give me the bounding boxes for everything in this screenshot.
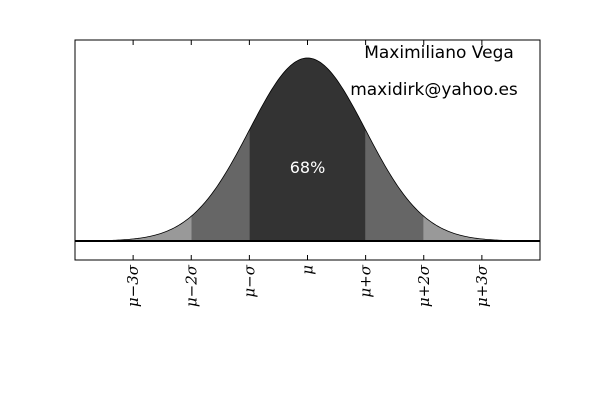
author-email-annotation: maxidirk@yahoo.es [350, 80, 518, 100]
x-tick-label-1: μ−2σ [182, 264, 200, 307]
x-tick-label-3: μ [299, 265, 317, 275]
author-name-annotation: Maximiliano Vega [364, 43, 514, 63]
x-ticks [132, 40, 483, 260]
center-percentage-label: 68% [290, 158, 326, 177]
sigma-band-3 [249, 58, 366, 241]
x-tick-labels: μ−3σ μ−2σ μ−σ μ μ+σ μ+2σ μ+3σ [124, 264, 491, 307]
x-tick-label-2: μ−σ [240, 264, 258, 297]
x-tick-label-4: μ+σ [357, 264, 375, 297]
sigma-band-5 [423, 216, 482, 241]
x-tick-label-6: μ+3σ [473, 264, 491, 307]
x-tick-label-0: μ−3σ [124, 264, 142, 307]
bell-curve-outline [74, 57, 541, 242]
sigma-band-1 [133, 216, 192, 241]
x-tick-label-5: μ+2σ [415, 264, 433, 307]
